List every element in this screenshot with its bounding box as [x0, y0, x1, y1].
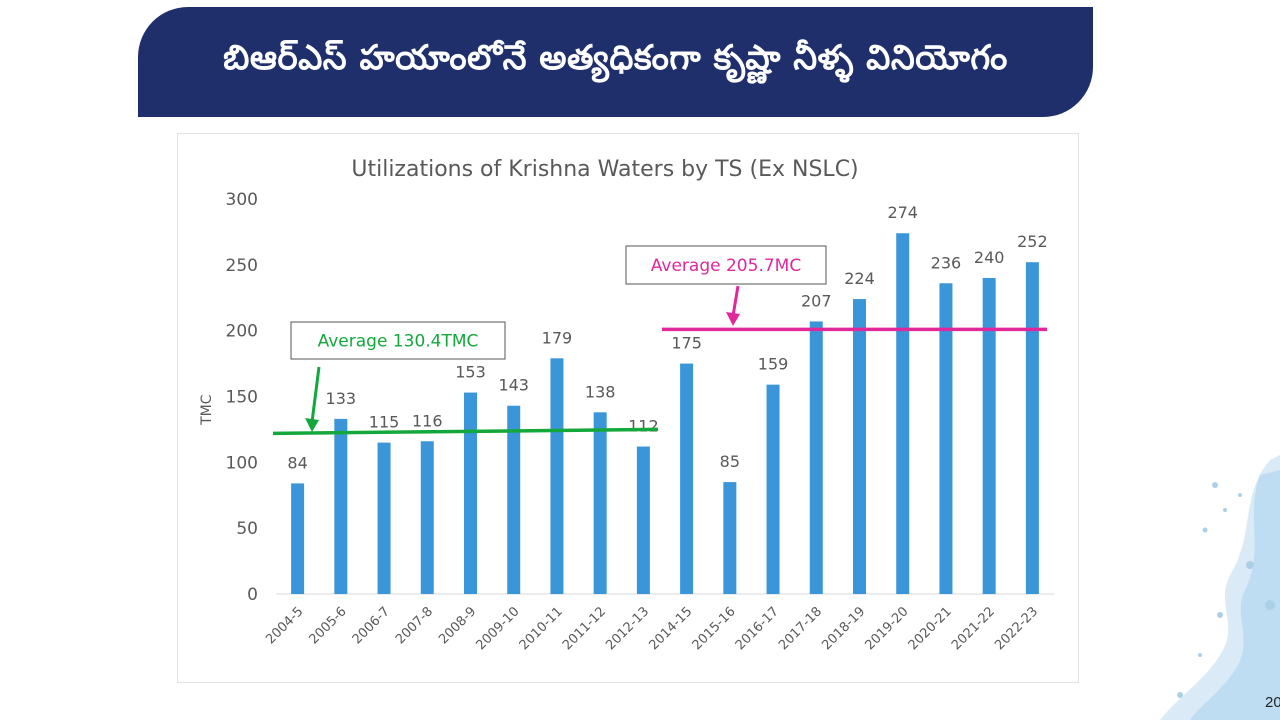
- page-number: 20: [1265, 694, 1280, 711]
- bar: [377, 442, 391, 594]
- chart-title: Utilizations of Krishna Waters by TS (Ex…: [351, 157, 858, 182]
- x-tick-label: 2006-7: [350, 604, 393, 647]
- bar: [982, 278, 996, 594]
- data-label: 159: [758, 355, 789, 374]
- data-label: 85: [720, 452, 740, 471]
- average-line: [272, 427, 659, 436]
- x-tick-label: 2011-12: [560, 604, 609, 653]
- y-tick-label: 200: [226, 322, 258, 342]
- y-tick-label: 0: [247, 585, 258, 605]
- bar: [1025, 262, 1039, 594]
- data-label: 153: [455, 363, 486, 382]
- y-axis-label: TMC: [199, 394, 215, 426]
- x-tick-label: 2007-8: [393, 604, 436, 647]
- data-label: 252: [1017, 232, 1048, 251]
- bar: [939, 283, 953, 594]
- bar: [766, 384, 780, 594]
- bar-chart: Utilizations of Krishna Waters by TS (Ex…: [199, 157, 1054, 653]
- y-tick-label: 250: [226, 256, 258, 276]
- bar: [334, 418, 348, 594]
- x-tick-label: 2018-19: [819, 604, 868, 653]
- x-tick-label: 2022-23: [992, 604, 1041, 653]
- average-arrow-head: [726, 312, 740, 326]
- average-arrow-shaft: [310, 366, 321, 423]
- bar: [896, 233, 910, 594]
- average-arrow-shaft: [731, 285, 740, 317]
- data-label: 240: [974, 248, 1005, 267]
- data-label: 116: [412, 411, 443, 430]
- slide-title: బిఆర్ఎస్ హయాంలోనే అత్యధికంగా కృష్ణా నీళ్…: [223, 38, 1008, 78]
- y-tick-label: 150: [226, 388, 258, 408]
- bar: [723, 482, 737, 594]
- x-tick-label: 2017-18: [776, 604, 825, 653]
- bar: [550, 358, 564, 594]
- x-tick-label: 2009-10: [474, 604, 523, 653]
- title-banner: బిఆర్ఎస్ హయాంలోనే అత్యధికంగా కృష్ణా నీళ్…: [138, 7, 1093, 117]
- y-tick-label: 50: [236, 519, 258, 539]
- bar: [291, 483, 305, 594]
- bar: [507, 405, 521, 594]
- average-callout-box: [625, 245, 827, 285]
- data-label: 207: [801, 291, 832, 310]
- data-label: 133: [326, 389, 357, 408]
- average-callout-label: Average 130.4TMC: [318, 332, 479, 352]
- data-label: 115: [369, 413, 400, 432]
- average-callout-label: Average 205.7MC: [651, 256, 801, 276]
- x-tick-label: 2019-20: [863, 604, 912, 653]
- data-label: 138: [585, 382, 616, 401]
- data-label: 143: [498, 376, 529, 395]
- y-tick-label: 100: [226, 453, 258, 473]
- chart-frame: Utilizations of Krishna Waters by TS (Ex…: [177, 133, 1079, 683]
- x-tick-label: 2008-9: [436, 604, 479, 647]
- x-tick-label: 2021-22: [949, 604, 998, 653]
- average-arrow-head: [305, 418, 319, 432]
- x-tick-label: 2016-17: [733, 604, 782, 653]
- x-tick-label: 2005-6: [306, 604, 349, 647]
- data-label: 274: [887, 203, 918, 222]
- bar: [853, 299, 866, 594]
- bar: [809, 321, 823, 594]
- x-tick-label: 2010-11: [517, 604, 566, 653]
- bar: [680, 363, 694, 594]
- data-label: 179: [542, 328, 573, 347]
- data-label: 84: [287, 453, 307, 472]
- bar: [464, 392, 477, 594]
- data-label: 236: [931, 253, 962, 272]
- bar: [636, 446, 650, 594]
- water-splash-image: [1160, 455, 1280, 720]
- bar: [420, 441, 434, 594]
- data-label: 224: [844, 269, 875, 288]
- x-tick-label: 2020-21: [906, 604, 955, 653]
- data-label: 112: [628, 417, 659, 436]
- average-callout-box: [290, 321, 506, 360]
- x-tick-label: 2012-13: [603, 604, 652, 653]
- bar: [593, 412, 607, 594]
- x-tick-label: 2004-5: [263, 604, 306, 647]
- x-tick-label: 2014-15: [646, 604, 695, 653]
- x-tick-label: 2015-16: [690, 604, 739, 653]
- y-tick-label: 300: [226, 190, 258, 210]
- data-label: 175: [671, 334, 702, 353]
